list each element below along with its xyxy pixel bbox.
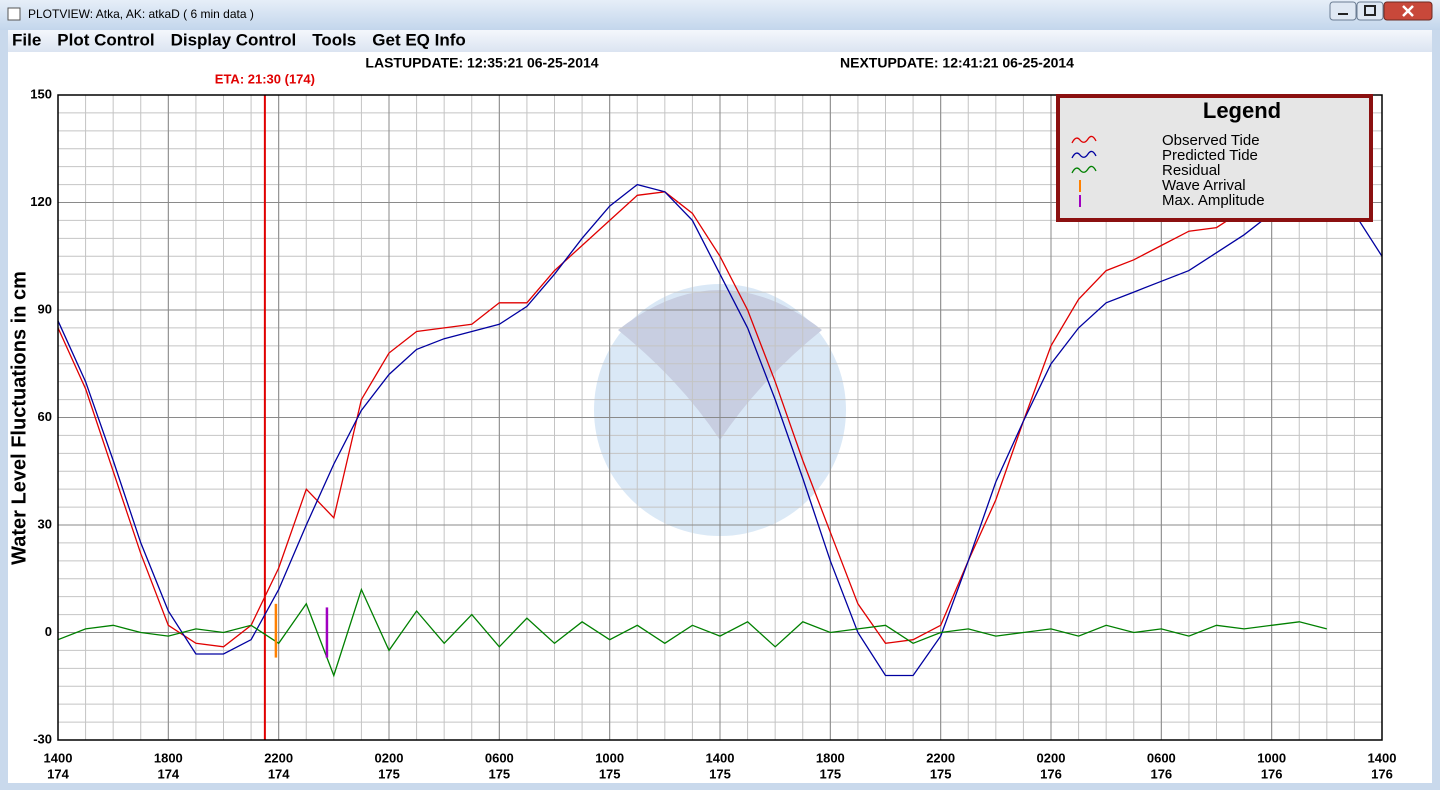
menu-item[interactable]: File [12, 30, 41, 49]
x-tick-sublabel: 175 [819, 766, 841, 781]
y-tick-label: 60 [38, 409, 52, 424]
x-tick-label: 1000 [595, 750, 624, 765]
y-tick-label: 150 [30, 86, 52, 101]
x-tick-label: 2200 [926, 750, 955, 765]
legend-title: Legend [1203, 98, 1281, 123]
close-icon [1402, 5, 1414, 17]
menu-item[interactable]: Plot Control [57, 30, 154, 49]
menu-bar [8, 30, 1432, 52]
x-tick-label: 0600 [485, 750, 514, 765]
x-tick-label: 0200 [375, 750, 404, 765]
app-icon [7, 7, 21, 21]
x-tick-sublabel: 175 [488, 766, 510, 781]
x-tick-label: 2200 [264, 750, 293, 765]
y-tick-label: 0 [45, 624, 52, 639]
series-line [57, 587, 1327, 678]
eta-label: ETA: 21:30 (174) [215, 71, 315, 86]
legend-swatch [1071, 150, 1097, 159]
y-axis-label: Water Level Fluctuations in cm [8, 271, 30, 565]
y-tick-label: 90 [38, 301, 52, 316]
last-update: LASTUPDATE: 12:35:21 06-25-2014 [365, 55, 598, 71]
series-line [57, 183, 1383, 677]
x-tick-label: 1400 [44, 750, 73, 765]
x-tick-label: 1000 [1257, 750, 1286, 765]
series-layer [57, 95, 1383, 740]
x-tick-sublabel: 176 [1040, 766, 1062, 781]
x-tick-sublabel: 176 [1150, 766, 1172, 781]
x-tick-label: 0600 [1147, 750, 1176, 765]
legend-swatch [1071, 165, 1097, 174]
x-tick-sublabel: 174 [268, 766, 290, 781]
x-tick-sublabel: 175 [378, 766, 400, 781]
legend-label: Predicted Tide [1162, 147, 1258, 164]
legend-label: Residual [1162, 162, 1220, 179]
next-update: NEXTUPDATE: 12:41:21 06-25-2014 [840, 55, 1074, 71]
window-title: PLOTVIEW: Atka, AK: atkaD ( 6 min data ) [28, 7, 254, 21]
legend-label: Max. Amplitude [1162, 192, 1265, 209]
x-tick-sublabel: 176 [1261, 766, 1283, 781]
x-tick-label: 1800 [816, 750, 845, 765]
menu-group: File Plot Control Display Control Tools Get … [12, 30, 466, 49]
x-tick-sublabel: 175 [709, 766, 731, 781]
x-tick-label: 1800 [154, 750, 183, 765]
x-tick-label: 1400 [1368, 750, 1397, 765]
grid [57, 94, 1383, 741]
x-tick-label: 0200 [1037, 750, 1066, 765]
menu-item[interactable]: Get EQ Info [372, 30, 466, 49]
y-tick-label: 30 [38, 516, 52, 531]
x-tick-sublabel: 174 [157, 766, 179, 781]
series-line [57, 173, 1327, 648]
minimize-button[interactable] [1329, 1, 1357, 21]
legend-label: Wave Arrival [1162, 177, 1246, 194]
plot-border [57, 94, 1383, 741]
legend-box [1056, 94, 1373, 222]
x-tick-sublabel: 174 [47, 766, 69, 781]
x-tick-sublabel: 176 [1371, 766, 1393, 781]
maximize-icon [1364, 5, 1376, 16]
title-bar [0, 0, 1440, 30]
menu-item[interactable]: Tools [312, 30, 356, 49]
y-tick-label: -30 [33, 731, 52, 746]
x-tick-sublabel: 175 [599, 766, 621, 781]
y-tick-label: 120 [30, 194, 52, 209]
maximize-button[interactable] [1356, 1, 1384, 21]
menu-item[interactable]: Display Control [171, 30, 297, 49]
x-tick-sublabel: 175 [930, 766, 952, 781]
x-tick-label: 1400 [706, 750, 735, 765]
legend-swatch [1071, 135, 1097, 144]
legend-label: Observed Tide [1162, 132, 1260, 149]
